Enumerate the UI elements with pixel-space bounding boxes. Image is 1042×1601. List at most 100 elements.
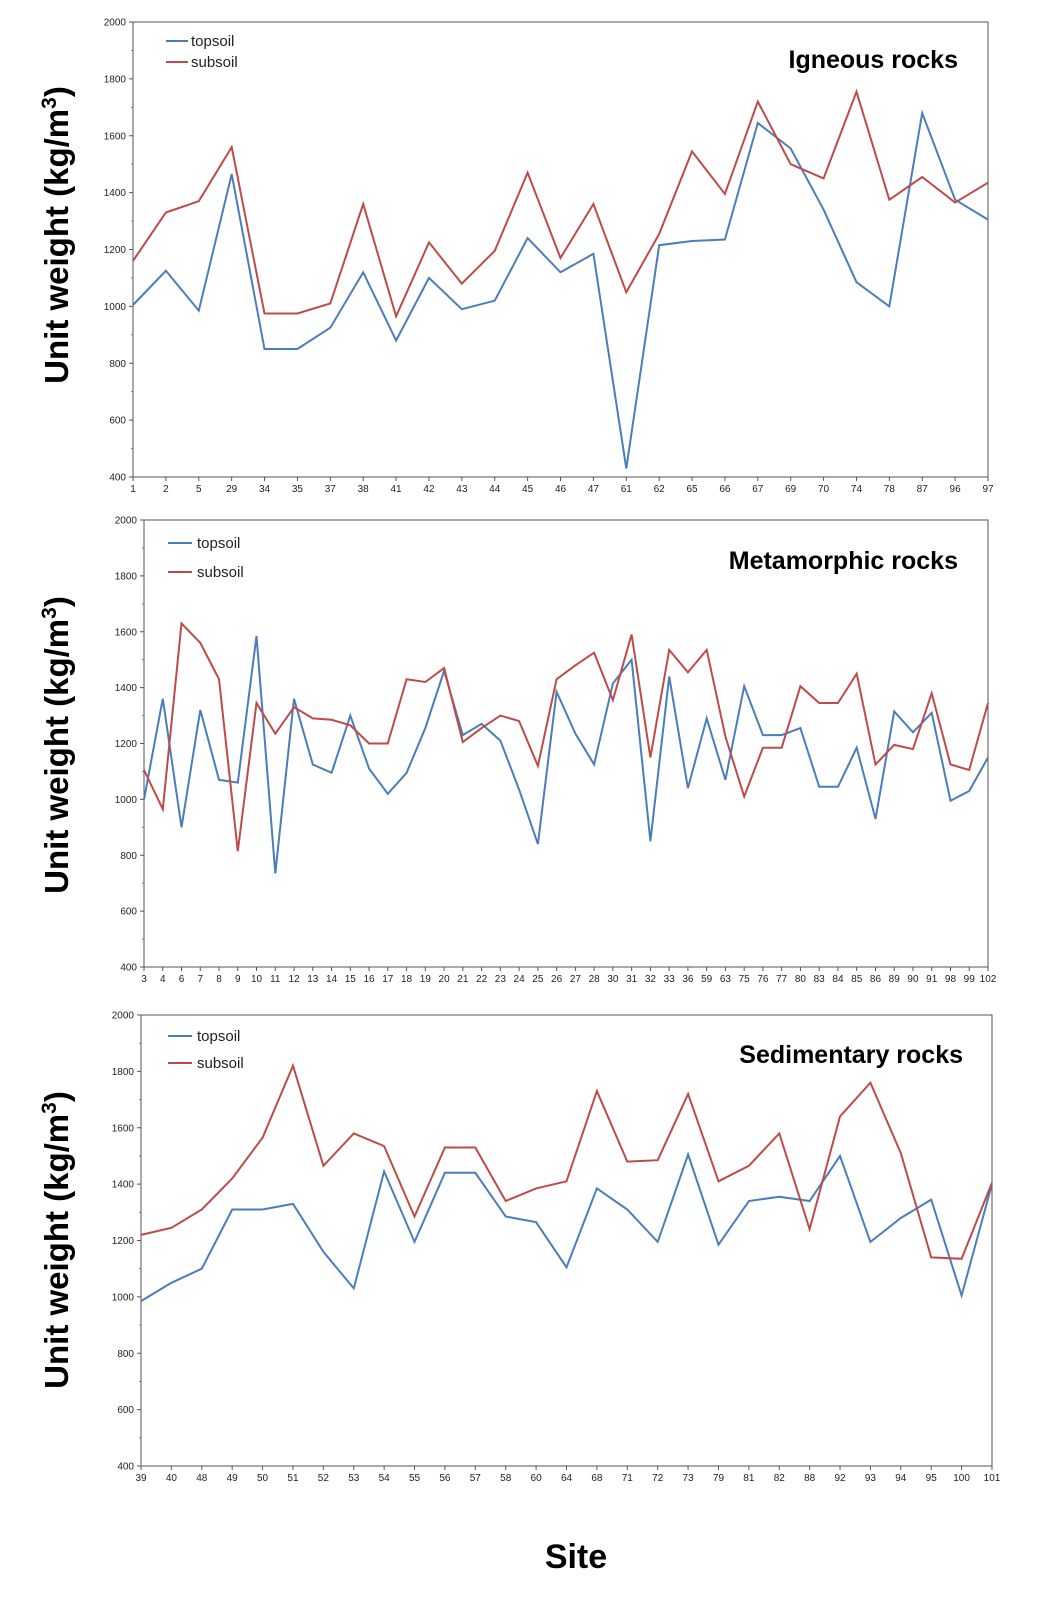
x-tick-label: 93	[865, 1473, 877, 1484]
x-tick-label: 76	[757, 974, 769, 985]
x-tick-label: 94	[895, 1473, 907, 1484]
series-line-topsoil	[132, 109, 989, 469]
x-tick-label: 53	[348, 1473, 360, 1484]
x-tick-label: 58	[500, 1473, 512, 1484]
x-tick-label: 16	[364, 974, 376, 985]
y-axis-label: Unit weight (kg/m3)	[38, 596, 75, 894]
x-tick-label: 46	[555, 484, 567, 495]
x-tick-label: 38	[358, 484, 370, 495]
x-tick-label: 64	[561, 1473, 573, 1484]
x-tick-label: 71	[622, 1473, 634, 1484]
y-tick-label: 600	[109, 416, 126, 427]
legend-label-subsoil: subsoil	[197, 1055, 244, 1072]
y-tick-label: 600	[120, 907, 137, 918]
y-axis-label: Unit weight (kg/m3)	[38, 1091, 75, 1389]
x-tick-label: 86	[870, 974, 882, 985]
x-tick-label: 97	[982, 484, 994, 495]
y-tick-label: 2000	[115, 516, 138, 527]
x-tick-label: 100	[953, 1473, 970, 1484]
x-tick-label: 1	[130, 484, 136, 495]
x-tick-label: 80	[795, 974, 807, 985]
x-tick-label: 79	[713, 1473, 725, 1484]
x-tick-label: 91	[926, 974, 938, 985]
y-tick-label: 800	[120, 851, 137, 862]
x-tick-label: 39	[135, 1473, 147, 1484]
x-tick-label: 56	[439, 1473, 451, 1484]
x-tick-label: 99	[964, 974, 976, 985]
x-tick-label: 73	[683, 1473, 695, 1484]
x-tick-label: 90	[907, 974, 919, 985]
y-tick-label: 400	[117, 1462, 134, 1473]
y-tick-label: 1000	[112, 1292, 135, 1303]
y-tick-label: 800	[109, 359, 126, 370]
x-tick-label: 17	[382, 974, 394, 985]
x-tick-label: 101	[984, 1473, 1001, 1484]
x-tick-label: 2	[163, 484, 169, 495]
x-tick-label: 8	[216, 974, 222, 985]
x-tick-label: 47	[588, 484, 600, 495]
y-tick-label: 1600	[104, 131, 127, 142]
y-tick-label: 1800	[104, 74, 127, 85]
x-tick-label: 40	[166, 1473, 178, 1484]
chart-panel-igneous: Unit weight (kg/m3) Igneous rocks topsoi…	[38, 18, 994, 496]
x-tick-label: 32	[645, 974, 657, 985]
x-tick-label: 55	[409, 1473, 421, 1484]
x-tick-label: 34	[259, 484, 271, 495]
x-tick-label: 10	[251, 974, 263, 985]
x-tick-label: 14	[326, 974, 338, 985]
y-tick-label: 1200	[104, 245, 127, 256]
x-tick-label: 35	[292, 484, 304, 495]
x-tick-label: 24	[514, 974, 526, 985]
x-tick-label: 13	[307, 974, 319, 985]
x-tick-label: 102	[980, 974, 997, 985]
plot-frame	[132, 21, 989, 478]
y-tick-label: 1000	[104, 302, 127, 313]
series-line-topsoil	[143, 635, 989, 874]
x-tick-label: 66	[719, 484, 731, 495]
x-tick-label: 12	[288, 974, 300, 985]
series-line-subsoil	[132, 88, 989, 320]
x-tick-label: 43	[456, 484, 468, 495]
plot-frame	[143, 519, 989, 968]
x-tick-label: 61	[621, 484, 633, 495]
x-tick-label: 49	[227, 1473, 239, 1484]
x-tick-label: 81	[743, 1473, 755, 1484]
x-tick-label: 67	[752, 484, 764, 495]
x-tick-label: 77	[776, 974, 788, 985]
x-tick-label: 92	[834, 1473, 846, 1484]
chart-panel-sedimentary: Unit weight (kg/m3) Sedimentary rocks to…	[38, 1011, 1001, 1485]
x-tick-label: 48	[196, 1473, 208, 1484]
x-tick-label: 82	[774, 1473, 786, 1484]
x-tick-label: 33	[664, 974, 676, 985]
x-tick-label: 31	[626, 974, 638, 985]
x-tick-label: 68	[591, 1473, 603, 1484]
series-line-subsoil	[140, 1062, 993, 1260]
x-tick-label: 98	[945, 974, 957, 985]
y-tick-label: 1800	[115, 571, 138, 582]
y-tick-label: 400	[109, 473, 126, 484]
x-tick-label: 70	[818, 484, 830, 495]
x-tick-label: 21	[457, 974, 469, 985]
x-tick-label: 6	[179, 974, 185, 985]
x-tick-label: 36	[682, 974, 694, 985]
x-tick-label: 87	[917, 484, 929, 495]
x-tick-label: 5	[196, 484, 202, 495]
x-tick-label: 65	[686, 484, 698, 495]
x-tick-label: 72	[652, 1473, 664, 1484]
x-tick-label: 23	[495, 974, 507, 985]
x-tick-label: 62	[654, 484, 666, 495]
y-tick-label: 2000	[112, 1011, 135, 1022]
x-tick-label: 63	[720, 974, 732, 985]
x-tick-label: 9	[235, 974, 241, 985]
plot-frame	[140, 1014, 993, 1467]
x-tick-label: 20	[439, 974, 451, 985]
x-tick-label: 26	[551, 974, 563, 985]
x-tick-label: 4	[160, 974, 166, 985]
x-tick-label: 22	[476, 974, 488, 985]
chart-title: Metamorphic rocks	[729, 547, 958, 575]
x-tick-label: 3	[141, 974, 147, 985]
chart-panel-metamorphic: Unit weight (kg/m3) Metamorphic rocks to…	[38, 516, 997, 986]
series-line-subsoil	[143, 621, 989, 852]
x-tick-label: 30	[607, 974, 619, 985]
